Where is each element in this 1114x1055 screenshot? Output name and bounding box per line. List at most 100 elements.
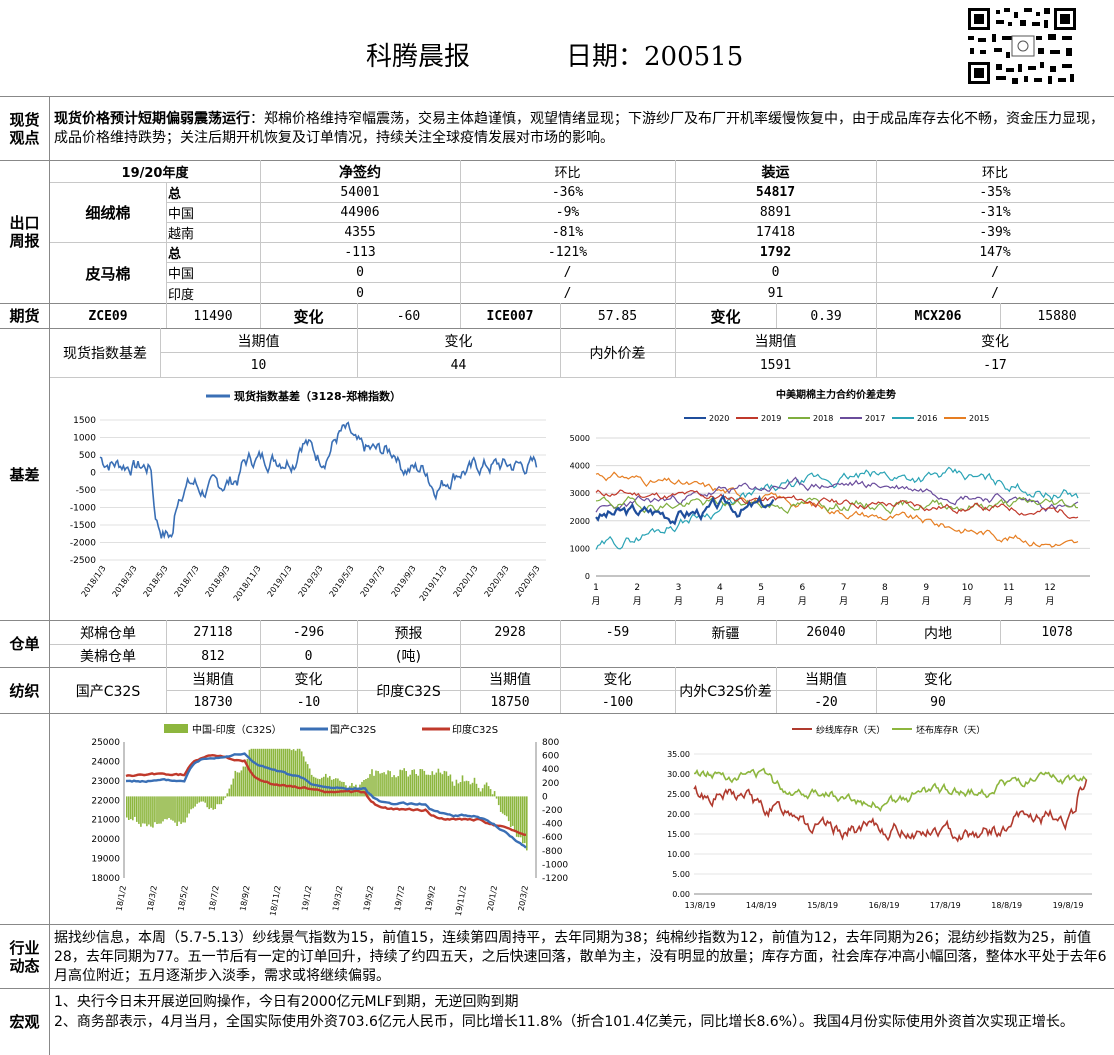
diff-bar — [427, 774, 430, 797]
textile-dom-cur: 18730 — [193, 694, 233, 710]
legend-label: 2015 — [969, 414, 989, 423]
diff-bar — [415, 774, 417, 797]
y-tick-label: 1500 — [73, 416, 96, 426]
basis-chart-legend: 现货指数基差（3128-郑棉指数） — [234, 389, 401, 403]
diff-bar — [142, 796, 144, 824]
stock-yarn-line — [693, 779, 1088, 843]
diff-bar — [481, 788, 484, 797]
diff-bar — [146, 796, 148, 827]
diff-bar — [162, 796, 164, 822]
diff-bar — [216, 796, 218, 805]
stock-legend-yarn: 纱线库存R（天） — [816, 724, 885, 736]
diff-bar — [152, 796, 154, 828]
export-net: 54001 — [340, 185, 380, 200]
y-left-tick: 19000 — [91, 855, 120, 865]
diff-bar — [150, 796, 152, 827]
y-tick-label: 0.00 — [672, 890, 690, 899]
diff-bar — [471, 782, 474, 797]
diff-bar — [509, 796, 512, 828]
diff-bar — [407, 776, 409, 797]
spread-chart-title: 中美期棉主力合约价差走势 — [776, 388, 896, 401]
x-tick-label: 2019/3/3 — [297, 564, 325, 599]
diff-bar — [232, 778, 235, 797]
y-tick-label: -1000 — [70, 504, 96, 514]
textile-spr-chg-label: 变化 — [924, 672, 952, 688]
diff-bar — [204, 796, 206, 803]
export-sub: 总 — [168, 187, 182, 202]
export-header-net: 净签约 — [339, 164, 381, 181]
futures-ice-code: ICE007 — [486, 308, 534, 324]
report-date: 日期：200515 — [566, 42, 744, 72]
spread-chart: 中美期棉主力合约价差走势 2020 2019 2018 2017 2016 2015 50… — [560, 382, 1112, 618]
diff-bar — [224, 796, 227, 798]
diff-bar — [236, 772, 239, 797]
futures-ice-price: 57.85 — [597, 308, 638, 324]
diff-bar — [266, 748, 269, 797]
warehouse-forecast-label: 预报 — [394, 625, 423, 642]
diff-bar — [457, 783, 460, 797]
textile-label: 纺织 — [9, 681, 40, 700]
spot-view-body: ：郑棉价格维持窄幅震荡，交易主体趋谨慎，观望情绪显现；下游纱厂及布厂开机率缓慢恢… — [54, 111, 1104, 146]
y-right-tick: -1200 — [542, 874, 568, 884]
diff-bar — [419, 769, 422, 797]
export-header-ship: 装运 — [761, 164, 790, 181]
y-tick-label: 0 — [585, 572, 590, 581]
futures-ice-chg-label: 变化 — [710, 307, 741, 326]
diff-bar — [379, 773, 381, 797]
x-tick-label: 2019/1/3 — [266, 564, 294, 599]
macro-label: 宏观 — [9, 1013, 40, 1031]
diff-bar — [262, 748, 265, 797]
diff-bar — [136, 796, 138, 822]
x-tick-label: 1 — [593, 583, 599, 593]
diff-bar — [172, 796, 174, 821]
diff-bar — [515, 796, 518, 837]
diff-bar — [208, 796, 210, 810]
diff-bar — [341, 781, 343, 797]
warehouse-unit: (吨) — [396, 649, 421, 665]
diff-bar — [254, 748, 257, 797]
diff-bar — [178, 796, 180, 822]
stock-cloth-line — [693, 767, 1088, 813]
x-tick-label: 18/9/2 — [238, 885, 251, 912]
export-ship: 1792 — [759, 245, 792, 260]
x-tick-label: 19/3/2 — [331, 885, 344, 912]
export-header-ship-chg: 环比 — [981, 166, 1008, 181]
diff-bar — [144, 796, 146, 824]
y-tick-label: 35.00 — [667, 750, 690, 759]
diff-bar — [270, 748, 273, 797]
diff-bar — [429, 775, 432, 797]
basis-spread-cur: 1591 — [759, 357, 792, 373]
y-right-tick: -800 — [542, 847, 563, 857]
industry-label: 行业 动态 — [9, 938, 40, 975]
legend-label: 2016 — [917, 414, 937, 423]
diff-bar — [477, 787, 480, 797]
legend-label: 2018 — [813, 414, 833, 423]
textile-ind-cur-label: 当期值 — [489, 672, 531, 688]
x-tick-label: 2019/7/3 — [359, 564, 387, 599]
x-tick-label: 17/8/19 — [930, 901, 961, 910]
y-right-tick: 600 — [542, 752, 559, 762]
yarn-legend-diff: 中国-印度（C32S） — [192, 723, 282, 736]
diff-bar — [473, 777, 476, 797]
warehouse-forecast-chg: -59 — [605, 625, 630, 640]
diff-bar — [210, 796, 212, 808]
diff-bar — [228, 788, 231, 797]
y-tick-label: -2000 — [70, 539, 96, 549]
export-header-net-chg: 环比 — [554, 166, 581, 181]
diff-bar — [441, 774, 444, 797]
x-tick-label: 2018/5/3 — [142, 564, 170, 599]
x-tick-label: 12 — [1044, 583, 1055, 593]
diff-bar — [292, 749, 295, 797]
y-right-tick: 200 — [542, 779, 559, 789]
diff-bar — [240, 770, 243, 797]
diff-bar — [156, 796, 158, 824]
export-ship: 54817 — [755, 185, 796, 200]
yarn-legend-domestic: 国产C32S — [330, 723, 376, 736]
diff-bar — [148, 796, 150, 825]
export-group-upland: 细绒棉 — [85, 204, 131, 222]
x-tick-label: 月 — [591, 596, 600, 607]
x-tick-label: 2018/9/3 — [204, 564, 232, 599]
diff-bar — [319, 779, 321, 797]
diff-bar — [405, 771, 407, 797]
x-tick-label: 19/1/2 — [300, 885, 313, 912]
